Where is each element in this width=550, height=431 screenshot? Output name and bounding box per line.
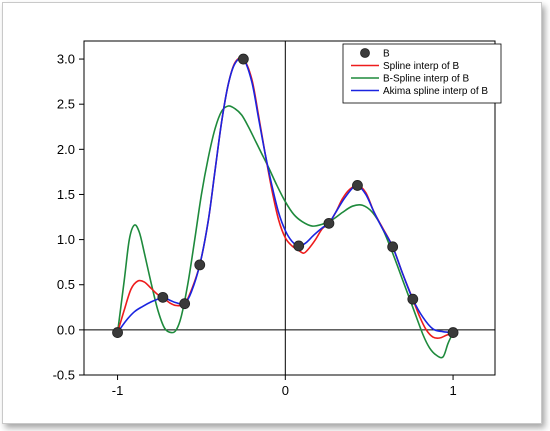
legend-marker bbox=[360, 48, 370, 58]
chart-frame: -0.5 0.0 0.5 1.0 1.5 2.0 2.5 3.0 -1 0 1 B Spline int… bbox=[2, 2, 542, 424]
data-point bbox=[194, 259, 206, 271]
x-tick-label: 0 bbox=[282, 383, 289, 398]
y-tick-label: 1.0 bbox=[57, 232, 75, 247]
legend-label: B-Spline interp of B bbox=[383, 74, 469, 85]
data-point bbox=[387, 241, 399, 253]
y-tick-label: 2.5 bbox=[57, 97, 75, 112]
y-tick-label: 1.5 bbox=[57, 187, 75, 202]
data-point bbox=[447, 327, 459, 338]
data-point bbox=[237, 53, 249, 65]
x-tick-label: -1 bbox=[112, 383, 124, 398]
data-point bbox=[352, 180, 363, 191]
series-line-b-spline-interp-of-b bbox=[116, 105, 454, 359]
data-point bbox=[293, 240, 305, 252]
data-point bbox=[407, 293, 419, 305]
data-point bbox=[323, 217, 335, 229]
legend-label: Spline interp of B bbox=[383, 61, 459, 72]
data-point bbox=[112, 327, 123, 338]
legend-label: Akima spline interp of B bbox=[383, 86, 488, 97]
y-tick-label: 2.0 bbox=[57, 142, 75, 157]
data-point bbox=[179, 298, 191, 310]
y-tick-label: 0.5 bbox=[57, 277, 75, 292]
plot-border bbox=[83, 40, 496, 376]
y-tick-label: -0.5 bbox=[53, 368, 75, 383]
data-point bbox=[157, 291, 169, 303]
y-tick-label: 3.0 bbox=[57, 52, 75, 67]
y-tick-label: 0.0 bbox=[57, 322, 75, 337]
legend-label: B bbox=[383, 49, 390, 60]
series-line-akima-spline-interp-of-b bbox=[116, 57, 454, 334]
x-tick-label: 1 bbox=[449, 383, 456, 398]
